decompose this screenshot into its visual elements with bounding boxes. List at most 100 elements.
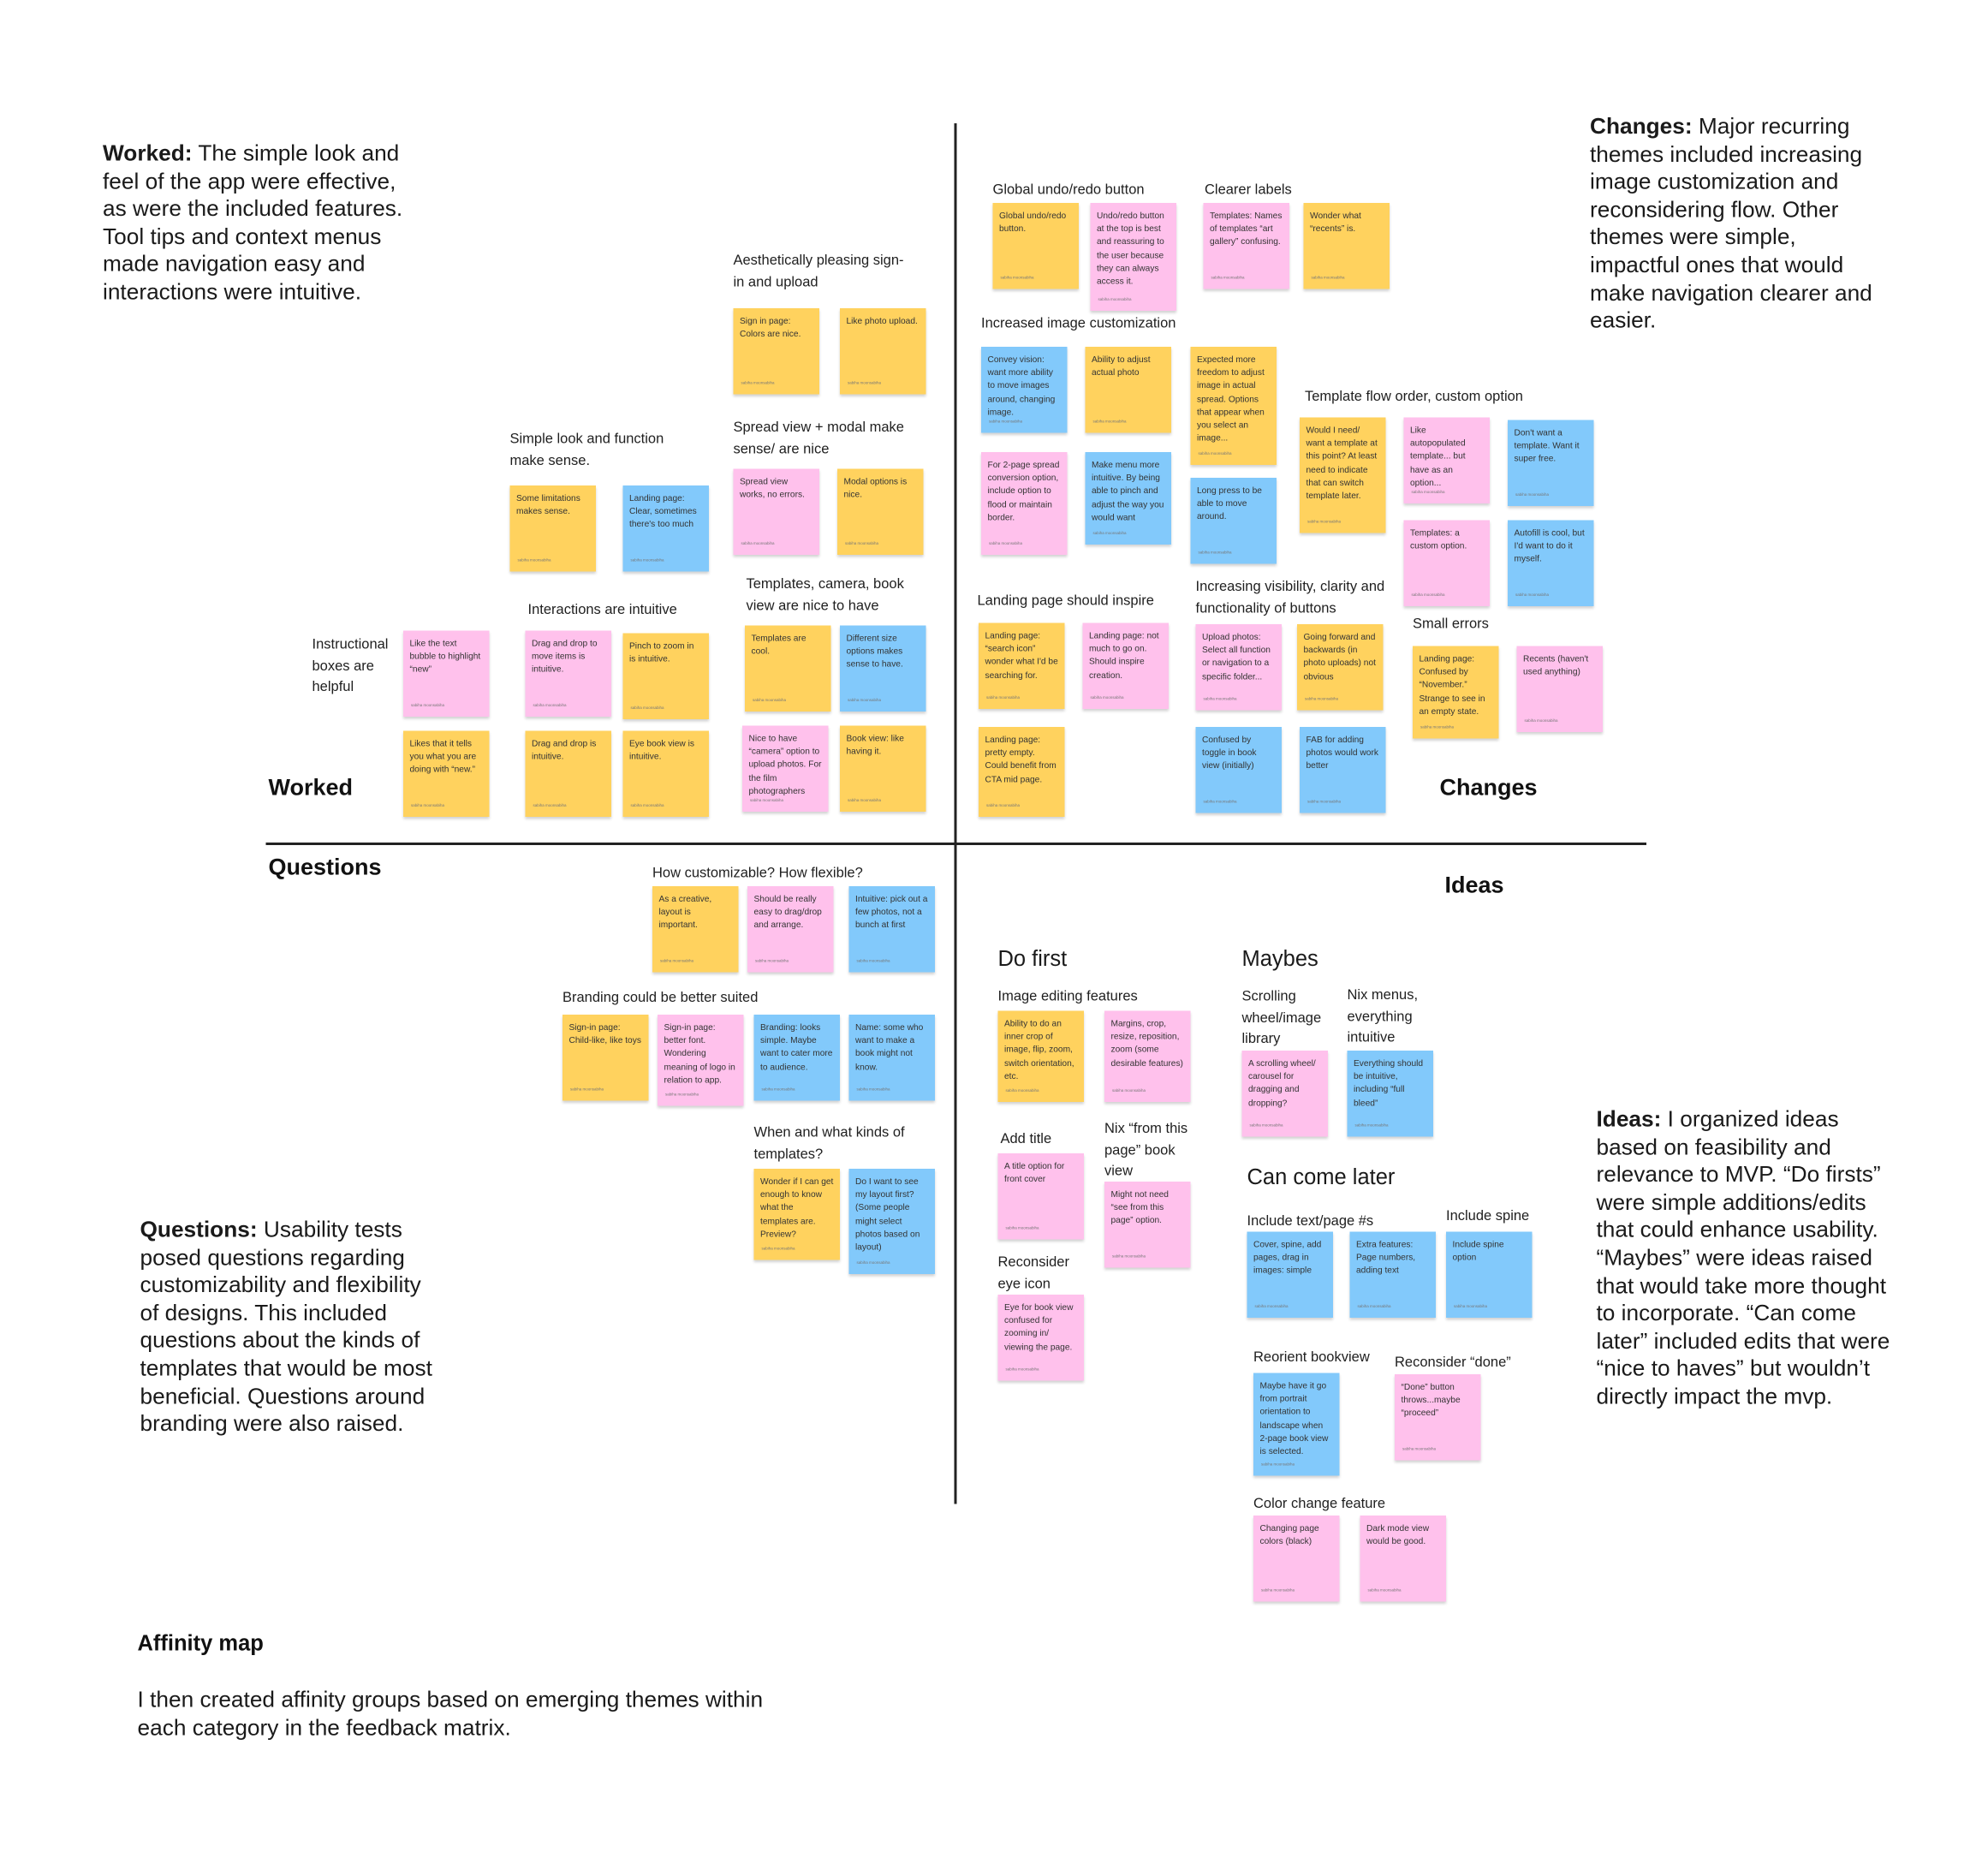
sticky-note: Make menu more intuitive. By being able …	[1085, 452, 1171, 545]
sticky-note: Landing page: pretty empty. Could benefi…	[979, 727, 1065, 817]
sticky-note: Ability to do an inner crop of image, fl…	[997, 1010, 1084, 1102]
sticky-note: FAB for adding photos would work better s…	[1300, 727, 1386, 813]
quadrant-title-ideas: Ideas	[1444, 872, 1504, 898]
sticky-note: Landing page: “search icon” wonder what …	[979, 622, 1065, 709]
sticky-note: Undo/redo button at the top is best and …	[1090, 203, 1176, 311]
group-heading: Nix “from this page” book view	[1104, 1121, 1188, 1180]
sticky-note: Confused by toggle in book view (initial…	[1195, 727, 1282, 813]
group-heading: Image editing features	[997, 989, 1138, 1004]
sticky-note: Nice to have “camera” option to upload p…	[742, 725, 829, 812]
sticky-note: Wonder what “recents” is. sabiha moonsabi…	[1303, 203, 1390, 289]
sticky-note: Long press to be able to move around. sab…	[1190, 478, 1277, 564]
group-heading: Include spine	[1446, 1208, 1530, 1224]
sticky-note: Sign-in page: better font. Wondering mea…	[658, 1015, 744, 1106]
sticky-note: A scrolling wheel/ carousel for dragging…	[1241, 1051, 1328, 1137]
sticky-note: Eye for book view confused for zooming i…	[997, 1295, 1084, 1381]
sticky-note: Sign in page: Colors are nice. sabiha moo…	[733, 308, 819, 395]
sticky-note: Eye book view is intuitive. sabiha moonsa…	[622, 730, 709, 817]
sticky-note: A title option for front cover sabiha moo…	[997, 1153, 1084, 1240]
sticky-note: Might not need “see from this page” opti…	[1104, 1182, 1191, 1268]
sticky-note: Expected more freedom to adjust image in…	[1190, 347, 1277, 465]
group-heading: How customizable? How flexible?	[652, 866, 863, 881]
worked-description: Worked: The simple look and feel of the …	[103, 140, 403, 305]
sticky-note: Global undo/redo button. sabiha moonsabih…	[992, 203, 1079, 289]
group-heading: Global undo/redo button	[992, 182, 1145, 198]
sticky-note: Drag and drop is intuitive. sabiha moonsa…	[525, 730, 611, 817]
idea-category-maybes: Maybes	[1241, 946, 1318, 972]
horizontal-divider	[265, 843, 1646, 845]
group-heading: Color change feature	[1253, 1496, 1386, 1512]
sticky-note: Templates: a custom option. sabiha moonsa…	[1403, 520, 1490, 606]
group-heading: Reorient bookview	[1253, 1349, 1370, 1366]
sticky-note: Pinch to zoom in is intuitive. sabiha moo…	[622, 633, 709, 719]
group-heading: Add title	[1000, 1131, 1052, 1147]
sticky-note: Book view: like having it. sabiha moonsab…	[840, 725, 926, 812]
group-heading: Branding could be better suited	[562, 990, 759, 1006]
sticky-note: Cover, spine, add pages, drag in images:…	[1247, 1231, 1333, 1318]
group-heading: Interactions are intuitive	[527, 602, 677, 618]
group-heading: Increased image customization	[981, 316, 1176, 331]
sticky-note: Branding: looks simple. Maybe want to ca…	[753, 1015, 840, 1101]
changes-description: Changes: Major recurring themes included…	[1590, 113, 1872, 333]
sticky-note: Like photo upload. sabiha moonsabiha	[840, 308, 926, 395]
group-heading: Reconsider eye icon	[997, 1254, 1069, 1292]
sticky-note: Sign-in page: Child-like, like toys sabih…	[562, 1015, 649, 1101]
quadrant-title-questions: Questions	[268, 854, 382, 880]
sticky-note: As a creative, layout is important. sabih…	[652, 886, 739, 973]
sticky-note: Wonder if I can get enough to know what …	[753, 1169, 840, 1260]
group-heading: Include text/page #s	[1247, 1213, 1374, 1230]
sticky-note: Templates: Names of templates “art galle…	[1203, 203, 1289, 289]
sticky-note: Like autopopulated template... but have …	[1403, 417, 1490, 503]
sticky-note: Margins, crop, resize, reposition, zoom …	[1104, 1010, 1191, 1102]
group-heading: Instructional boxes are helpful	[312, 637, 389, 695]
sticky-note: Everything should be intuitive, includin…	[1347, 1051, 1433, 1137]
idea-category-can-come-later: Can come later	[1247, 1164, 1396, 1190]
ideas-description: Ideas: I organized ideas based on feasib…	[1596, 1105, 1890, 1409]
sticky-note: Some limitations makes sense. sabiha moon…	[509, 485, 596, 572]
sticky-note: Autofill is cool, but I'd want to do it …	[1508, 520, 1594, 606]
sticky-note: Spread view works, no errors. sabiha moon…	[733, 468, 819, 555]
sticky-note: Like the text bubble to highlight “new” s…	[403, 630, 490, 717]
group-heading: Reconsider “done”	[1395, 1355, 1511, 1371]
sticky-note: Recents (haven't used anything) sabiha mo…	[1516, 646, 1603, 732]
questions-description: Questions: Usability tests posed questio…	[140, 1216, 432, 1437]
sticky-note: Templates are cool. sabiha moonsabiha	[745, 625, 831, 712]
sticky-note: “Done” button throws...maybe “proceed” sa…	[1395, 1374, 1481, 1461]
group-heading: When and what kinds of templates?	[753, 1125, 905, 1162]
sticky-note: Don't want a template. Want it super fre…	[1508, 420, 1594, 506]
sticky-note: Likes that it tells you what you are doi…	[403, 730, 490, 817]
footer-text: I then created affinity groups based on …	[137, 1686, 764, 1740]
group-heading: Increasing visibility, clarity and funct…	[1195, 579, 1385, 616]
group-heading: Clearer labels	[1205, 182, 1292, 198]
sticky-note: Extra features: Page numbers, adding tex…	[1349, 1231, 1436, 1318]
group-heading: Simple look and function make sense.	[509, 432, 664, 468]
group-heading: Template flow order, custom option	[1305, 389, 1523, 405]
group-heading: Aesthetically pleasing sign-in and uploa…	[733, 253, 904, 290]
group-heading: Nix menus, everything intuitive	[1347, 987, 1419, 1046]
quadrant-title-changes: Changes	[1439, 774, 1538, 801]
sticky-note: Maybe have it go from portrait orientati…	[1253, 1373, 1340, 1476]
sticky-note: Landing page: Confused by “November.” St…	[1413, 646, 1499, 739]
sticky-note: Landing page: not much to go on. Should …	[1082, 622, 1169, 709]
group-heading: Scrolling wheel/image library	[1241, 989, 1322, 1047]
group-heading: Small errors	[1413, 616, 1489, 632]
group-heading: Spread view + modal make sense/ are nice	[733, 420, 904, 457]
group-heading: Landing page should inspire	[977, 593, 1154, 609]
sticky-note: Would I need/ want a template at this po…	[1300, 417, 1386, 533]
footer-title: Affinity map	[137, 1631, 264, 1656]
idea-category-do-first: Do first	[997, 946, 1068, 972]
sticky-note: Different size options makes sense to ha…	[840, 625, 926, 712]
sticky-note: Name: some who want to make a book might…	[848, 1015, 935, 1101]
group-heading: Templates, camera, book view are nice to…	[746, 576, 904, 614]
sticky-note: Ability to adjust actual photo sabiha moo…	[1085, 347, 1171, 433]
sticky-note: Convey vision: want more ability to move…	[981, 347, 1068, 433]
sticky-note: Upload photos: Select all function or na…	[1195, 624, 1282, 711]
sticky-note: Modal options is nice. sabiha moonsabiha	[837, 468, 924, 555]
sticky-note: Intuitive: pick out a few photos, not a …	[848, 886, 935, 973]
sticky-note: Include spine option sabiha moonsabiha	[1446, 1231, 1533, 1318]
sticky-note: Landing page: Clear, sometimes there's t…	[622, 485, 709, 572]
sticky-note: Going forward and backwards (in photo up…	[1297, 624, 1384, 711]
sticky-note: Changing page colors (black) sabiha moons…	[1253, 1516, 1340, 1602]
sticky-note: Should be really easy to drag/drop and a…	[747, 886, 834, 973]
